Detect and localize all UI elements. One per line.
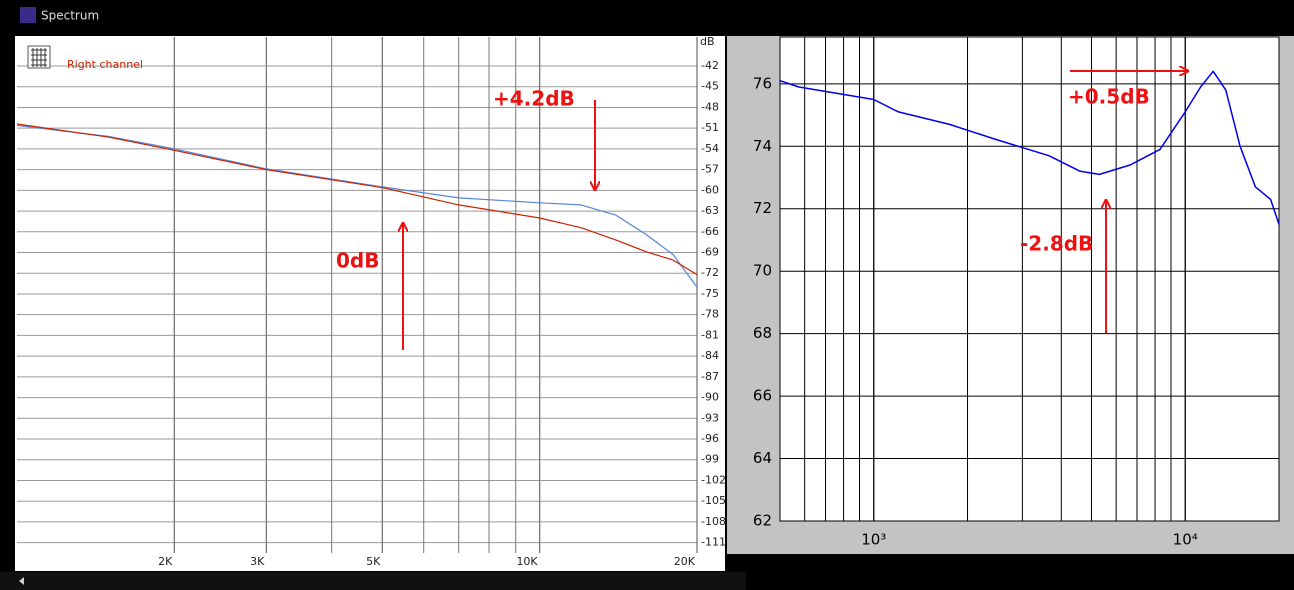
y-tick-label: -99 <box>701 453 719 466</box>
plot-border <box>779 36 1280 522</box>
annotation: -2.8dB <box>1020 232 1093 256</box>
y-tick-label: 70 <box>753 262 772 280</box>
x-tick-label: 3K <box>250 555 265 568</box>
y-tick-label: -111 <box>701 536 726 549</box>
y-tick-label: -60 <box>701 183 719 196</box>
y-tick-label: -102 <box>701 473 726 486</box>
series-line <box>16 123 698 276</box>
y-tick-label: -75 <box>701 287 719 300</box>
y-tick-label: 66 <box>753 387 772 405</box>
y-tick-label: -42 <box>701 59 719 72</box>
y-tick-label: 74 <box>753 137 772 155</box>
y-tick-label: -90 <box>701 391 719 404</box>
y-tick-label: 68 <box>753 324 772 342</box>
legend-label: Right channel <box>67 58 143 71</box>
y-tick-label: -45 <box>701 80 719 93</box>
series-line <box>16 124 698 288</box>
y-axis-label: dB <box>700 35 715 48</box>
y-tick-label: -57 <box>701 163 719 176</box>
y-tick-label: -48 <box>701 100 719 113</box>
y-tick-label: -78 <box>701 308 719 321</box>
x-tick-label: 5K <box>366 555 381 568</box>
y-tick-label: -93 <box>701 411 719 424</box>
y-tick-label: -72 <box>701 266 719 279</box>
y-tick-label: -87 <box>701 370 719 383</box>
x-tick-label: 10K <box>516 555 538 568</box>
scrollbar[interactable] <box>0 572 746 590</box>
y-tick-label: 76 <box>753 74 772 92</box>
y-tick-label: -96 <box>701 432 719 445</box>
x-tick-label: 10³ <box>861 531 886 549</box>
scroll-left-arrow[interactable] <box>19 577 24 585</box>
charts: -42 -45 -48 -51 -54 -57 -60 -63 -66 -69 -72 -75 -78 -… <box>16 35 1280 568</box>
y-tick-label: 64 <box>753 449 772 467</box>
legend-icon-grid <box>31 48 47 67</box>
annotation: +4.2dB <box>493 87 575 111</box>
y-tick-label: -108 <box>701 515 726 528</box>
y-tick-label: -66 <box>701 225 719 238</box>
y-tick-label: -54 <box>701 142 719 155</box>
x-tick-label: 2K <box>158 555 173 568</box>
series-line <box>779 70 1280 225</box>
x-tick-label: 10⁴ <box>1173 531 1198 549</box>
app-icon <box>20 7 36 23</box>
y-tick-label: -84 <box>701 349 719 362</box>
y-tick-label: 72 <box>753 199 772 217</box>
y-tick-label: -69 <box>701 246 719 259</box>
x-tick-label: 20K <box>674 555 696 568</box>
annotation: +0.5dB <box>1068 85 1150 109</box>
y-tick-label: 62 <box>753 512 772 530</box>
window-title: Spectrum <box>41 9 99 23</box>
y-tick-label: -63 <box>701 204 719 217</box>
annotation: 0dB <box>336 249 379 273</box>
left-panel <box>15 36 725 571</box>
y-tick-label: -81 <box>701 328 719 341</box>
y-tick-label: -51 <box>701 121 719 134</box>
y-tick-label: -105 <box>701 494 726 507</box>
right-plot-area <box>780 37 1279 521</box>
